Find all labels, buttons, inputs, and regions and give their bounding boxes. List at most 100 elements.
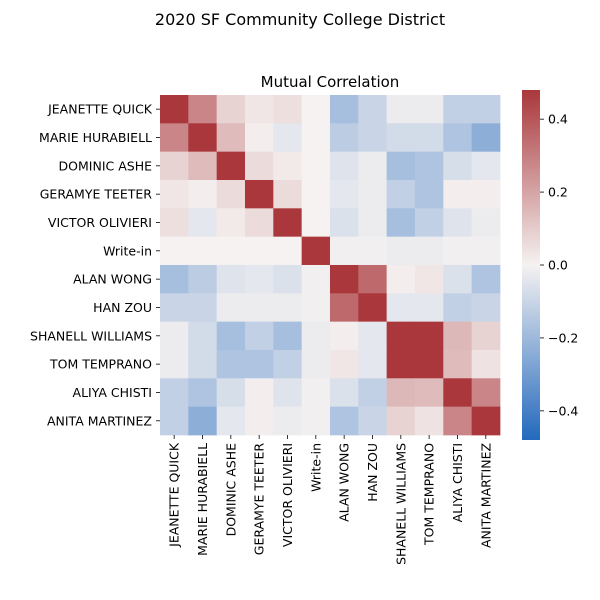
heatmap-cell bbox=[358, 208, 388, 238]
heatmap-cell bbox=[358, 264, 388, 294]
x-tick-label: DOMINIC ASHE bbox=[223, 443, 238, 537]
heatmap-cell bbox=[329, 95, 359, 124]
heatmap-cell bbox=[329, 406, 359, 436]
y-tick-label: JEANETTE QUICK bbox=[47, 102, 153, 117]
heatmap-cell bbox=[414, 406, 444, 436]
heatmap-cell bbox=[160, 151, 189, 181]
heatmap-cell bbox=[443, 378, 473, 408]
heatmap-cell bbox=[244, 208, 274, 238]
heatmap-cell bbox=[188, 236, 218, 266]
x-tick-label: VICTOR OLIVIERI bbox=[280, 443, 295, 547]
heatmap-cell bbox=[443, 293, 473, 323]
heatmap-cell bbox=[188, 349, 218, 379]
heatmap-cell bbox=[471, 349, 501, 379]
heatmap-cell bbox=[471, 293, 501, 323]
heatmap-cell bbox=[386, 406, 416, 436]
x-tick-label: MARIE HURABIELL bbox=[195, 443, 210, 556]
heatmap-cell bbox=[188, 208, 218, 238]
heatmap-cell bbox=[188, 293, 218, 323]
heatmap-cell bbox=[244, 406, 274, 436]
x-tick-label: ALIYA CHISTI bbox=[450, 443, 465, 522]
heatmap-cell bbox=[188, 151, 218, 181]
heatmap-cell bbox=[216, 378, 246, 408]
heatmap-cell bbox=[301, 264, 331, 294]
heatmap-cell bbox=[329, 293, 359, 323]
colorbar-tick-label: −0.4 bbox=[548, 403, 578, 418]
heatmap-cell bbox=[216, 406, 246, 436]
heatmap-cell bbox=[216, 349, 246, 379]
x-tick-label: ALAN WONG bbox=[337, 443, 352, 522]
heatmap-cell bbox=[414, 321, 444, 351]
heatmap-cell bbox=[188, 264, 218, 294]
heatmap-cell bbox=[301, 321, 331, 351]
y-tick-label: SHANELL WILLIAMS bbox=[30, 328, 152, 343]
heatmap-cell bbox=[414, 123, 444, 153]
heatmap-cell bbox=[358, 123, 388, 153]
heatmap-cell bbox=[216, 236, 246, 266]
heatmap-cell bbox=[160, 179, 189, 209]
x-tick-label: Write-in bbox=[308, 443, 323, 492]
heatmap-cell bbox=[188, 378, 218, 408]
heatmap-cell bbox=[244, 293, 274, 323]
heatmap-cell bbox=[244, 179, 274, 209]
heatmap-cell bbox=[329, 236, 359, 266]
heatmap-cell bbox=[358, 378, 388, 408]
heatmap-cell bbox=[301, 123, 331, 153]
heatmap-cell bbox=[414, 236, 444, 266]
heatmap-cell bbox=[188, 95, 218, 124]
heatmap-cell bbox=[273, 378, 303, 408]
heatmap-cell bbox=[244, 151, 274, 181]
heatmap-cell bbox=[414, 293, 444, 323]
heatmap-cell bbox=[358, 236, 388, 266]
x-tick-label: HAN ZOU bbox=[365, 443, 380, 502]
heatmap-cell bbox=[244, 378, 274, 408]
heatmap-cell bbox=[386, 378, 416, 408]
heatmap-cell bbox=[160, 208, 189, 238]
heatmap-cell bbox=[329, 378, 359, 408]
heatmap-cell bbox=[273, 151, 303, 181]
heatmap-cell bbox=[188, 123, 218, 153]
heatmap-cell bbox=[273, 349, 303, 379]
heatmap-cell bbox=[329, 264, 359, 294]
heatmap-cell bbox=[329, 208, 359, 238]
heatmap-cell bbox=[301, 151, 331, 181]
heatmap-cell bbox=[358, 179, 388, 209]
heatmap-cell bbox=[273, 406, 303, 436]
heatmap-cell bbox=[443, 179, 473, 209]
heatmap-cell bbox=[301, 378, 331, 408]
heatmap-cell bbox=[471, 208, 501, 238]
heatmap-cell bbox=[471, 236, 501, 266]
heatmap-cell bbox=[160, 349, 189, 379]
heatmap-cell bbox=[358, 95, 388, 124]
heatmap-cell bbox=[471, 95, 501, 124]
heatmap-cell bbox=[273, 95, 303, 124]
heatmap-cell bbox=[188, 321, 218, 351]
heatmap-cell bbox=[386, 123, 416, 153]
x-tick-label: SHANELL WILLIAMS bbox=[393, 443, 408, 565]
heatmap-cell bbox=[471, 264, 501, 294]
colorbar-tick-label: 0.4 bbox=[548, 112, 568, 127]
heatmap-cell bbox=[188, 179, 218, 209]
heatmap-cell bbox=[273, 321, 303, 351]
heatmap-cell bbox=[160, 293, 189, 323]
heatmap-cell bbox=[443, 123, 473, 153]
heatmap-cell bbox=[414, 378, 444, 408]
heatmap-cell bbox=[188, 406, 218, 436]
heatmap-cell bbox=[386, 264, 416, 294]
heatmap-cell bbox=[386, 208, 416, 238]
heatmap-cell bbox=[414, 95, 444, 124]
heatmap-cell bbox=[443, 236, 473, 266]
y-tick-label: HAN ZOU bbox=[93, 300, 152, 315]
y-tick-label: ALIYA CHISTI bbox=[73, 385, 152, 400]
heatmap-cell bbox=[160, 236, 189, 266]
heatmap-cell bbox=[301, 293, 331, 323]
colorbar-tick-label: 0.2 bbox=[548, 185, 568, 200]
heatmap-cell bbox=[471, 321, 501, 351]
heatmap-cell bbox=[386, 151, 416, 181]
heatmap-cell bbox=[329, 123, 359, 153]
chart-title: Mutual Correlation bbox=[261, 73, 400, 91]
heatmap-cell bbox=[358, 349, 388, 379]
heatmap-cell bbox=[244, 123, 274, 153]
heatmap-cell bbox=[273, 123, 303, 153]
